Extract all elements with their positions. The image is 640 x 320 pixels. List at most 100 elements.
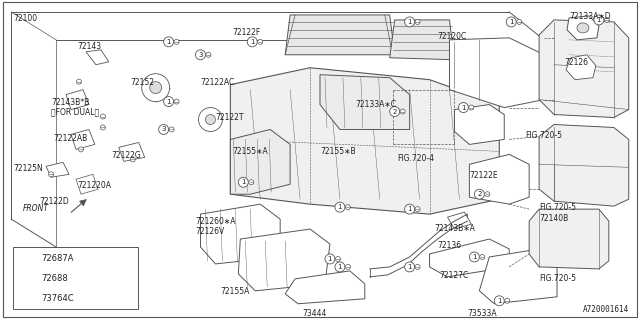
Text: A720001614: A720001614 <box>582 305 628 314</box>
Circle shape <box>159 124 168 134</box>
Polygon shape <box>529 209 609 269</box>
Polygon shape <box>230 130 290 194</box>
Text: 72120C: 72120C <box>438 32 467 41</box>
Polygon shape <box>76 174 98 194</box>
Polygon shape <box>86 50 109 65</box>
Text: 72687A: 72687A <box>41 254 74 263</box>
Text: 2: 2 <box>477 191 481 197</box>
Text: FIG.720-5: FIG.720-5 <box>539 203 576 212</box>
Text: 72152: 72152 <box>131 78 155 87</box>
Polygon shape <box>390 20 454 60</box>
Text: 72122D: 72122D <box>39 197 69 206</box>
Text: 72122AC: 72122AC <box>200 78 235 87</box>
Text: 72143B*B: 72143B*B <box>51 98 90 107</box>
Text: 3: 3 <box>198 52 203 58</box>
Text: 72133A∗C: 72133A∗C <box>355 100 396 108</box>
Text: 1: 1 <box>408 206 412 212</box>
Text: 1: 1 <box>328 256 332 262</box>
Circle shape <box>506 17 516 27</box>
Circle shape <box>100 125 106 130</box>
Circle shape <box>594 15 604 25</box>
Circle shape <box>164 97 173 107</box>
Polygon shape <box>469 154 529 204</box>
Ellipse shape <box>577 23 589 33</box>
Circle shape <box>131 157 135 162</box>
Text: 1: 1 <box>472 254 477 260</box>
Text: 72125N: 72125N <box>13 164 43 173</box>
Circle shape <box>474 189 484 199</box>
Polygon shape <box>479 249 557 304</box>
Circle shape <box>505 298 509 303</box>
Circle shape <box>469 252 479 262</box>
Text: 73533A: 73533A <box>467 309 497 318</box>
Text: 72100: 72100 <box>13 14 37 23</box>
Circle shape <box>164 37 173 47</box>
Circle shape <box>404 17 415 27</box>
Text: 1: 1 <box>61 254 65 260</box>
Text: 72155∗A: 72155∗A <box>232 148 268 156</box>
Circle shape <box>258 39 263 44</box>
Circle shape <box>346 264 350 269</box>
Text: 72140B: 72140B <box>539 214 568 223</box>
Text: 1: 1 <box>497 298 502 304</box>
Text: 721260∗A: 721260∗A <box>195 217 236 226</box>
Polygon shape <box>119 142 145 161</box>
Text: 73764C: 73764C <box>41 294 74 303</box>
Circle shape <box>415 264 420 269</box>
Text: 1: 1 <box>166 39 171 45</box>
Text: 1: 1 <box>509 19 513 25</box>
Text: 72122AB: 72122AB <box>53 134 87 143</box>
Text: 〈FOR DUAL〉: 〈FOR DUAL〉 <box>51 108 99 116</box>
Polygon shape <box>285 15 395 55</box>
Text: 72143: 72143 <box>77 42 101 51</box>
Circle shape <box>335 262 345 272</box>
Circle shape <box>68 254 74 260</box>
Polygon shape <box>449 38 544 108</box>
Circle shape <box>79 147 83 152</box>
Text: 1: 1 <box>166 99 171 105</box>
Polygon shape <box>447 212 472 229</box>
Text: 72143B∗A: 72143B∗A <box>435 224 476 233</box>
Text: 1: 1 <box>596 17 601 23</box>
Circle shape <box>174 39 179 44</box>
Text: 72126: 72126 <box>564 58 588 67</box>
Text: 3: 3 <box>23 294 28 303</box>
Circle shape <box>247 37 257 47</box>
Polygon shape <box>66 90 89 109</box>
Circle shape <box>150 82 162 94</box>
Circle shape <box>415 207 420 212</box>
Circle shape <box>494 296 504 306</box>
Circle shape <box>205 115 216 124</box>
Text: 1: 1 <box>241 179 246 185</box>
Circle shape <box>174 99 179 104</box>
Circle shape <box>169 127 174 132</box>
Circle shape <box>335 202 345 212</box>
Polygon shape <box>454 105 504 144</box>
Polygon shape <box>539 20 628 117</box>
Polygon shape <box>71 130 95 149</box>
Polygon shape <box>238 229 330 291</box>
Circle shape <box>195 50 205 60</box>
Circle shape <box>604 17 609 22</box>
Circle shape <box>325 254 335 264</box>
Circle shape <box>404 262 415 272</box>
Polygon shape <box>230 68 499 214</box>
Circle shape <box>485 192 490 197</box>
FancyBboxPatch shape <box>13 247 138 309</box>
Text: 1: 1 <box>338 204 342 210</box>
Text: FIG.720-5: FIG.720-5 <box>539 274 576 283</box>
Circle shape <box>415 20 420 24</box>
Text: 72126V: 72126V <box>195 227 225 236</box>
Polygon shape <box>429 239 509 277</box>
Circle shape <box>141 74 170 101</box>
Circle shape <box>346 205 350 210</box>
Polygon shape <box>285 271 365 304</box>
Text: 1: 1 <box>250 39 255 45</box>
Circle shape <box>206 52 211 57</box>
Text: 72122G: 72122G <box>111 151 141 160</box>
Text: FRONT: FRONT <box>23 204 49 213</box>
Polygon shape <box>46 162 69 177</box>
Circle shape <box>19 273 31 285</box>
Circle shape <box>404 204 415 214</box>
Text: 1: 1 <box>408 264 412 270</box>
